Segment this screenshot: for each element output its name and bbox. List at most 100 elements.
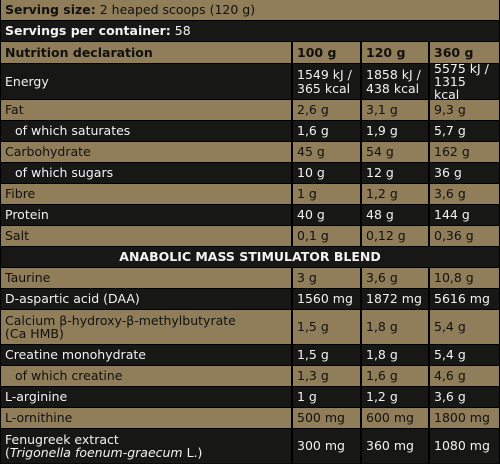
table-row: Protein 40 g 48 g 144 g [1, 205, 499, 226]
row-label: Fat [1, 100, 293, 120]
energy-120g: 1858 kJ / 438 kcal [362, 64, 430, 99]
row-value-360g: 1800 mg [430, 408, 499, 428]
row-label: Carbohydrate [1, 142, 293, 162]
row-value-100g: 10 g [293, 163, 362, 183]
row-value-120g: 3,1 g [362, 100, 430, 120]
blend-title: ANABOLIC MASS STIMULATOR BLEND [1, 247, 499, 267]
fenugreek-paren-close: L.) [182, 445, 203, 460]
table-row: of which saturates 1,6 g 1,9 g 5,7 g [1, 121, 499, 142]
header-120g: 120 g [362, 42, 430, 63]
table-row: D-aspartic acid (DAA) 1560 mg 1872 mg 56… [1, 289, 499, 310]
table-row: L-arginine 1 g 1,2 g 3,6 g [1, 387, 499, 408]
row-value-360g: 3,6 g [430, 184, 499, 204]
energy-120g-kcal: 438 kcal [366, 80, 420, 96]
header-360g: 360 g [430, 42, 499, 63]
servings-per-container-row: Servings per container: 58 [1, 21, 499, 42]
table-row: Fat 2,6 g 3,1 g 9,3 g [1, 100, 499, 121]
row-value-120g: 48 g [362, 205, 430, 225]
row-value-100g: 0,1 g [293, 226, 362, 246]
row-label: Fibre [1, 184, 293, 204]
row-value-360g: 9,3 g [430, 100, 499, 120]
energy-100g-kj: 1549 kJ / [297, 67, 352, 83]
row-value-360g: 162 g [430, 142, 499, 162]
row-value-100g: 500 mg [293, 408, 362, 428]
energy-360g-kcal: 1315 kcal [434, 73, 466, 103]
row-value-120g: 1,2 g [362, 184, 430, 204]
hmb-name-line2: (Ca HMB) [5, 326, 64, 341]
header-nutrition-declaration: Nutrition declaration [1, 42, 293, 63]
table-row: Creatine monohydrate 1,5 g 1,8 g 5,4 g [1, 345, 499, 366]
table-row: Fenugreek extract (Trigonella foenum-gra… [1, 429, 499, 463]
row-value-100g: 45 g [293, 142, 362, 162]
row-value-120g: 1,2 g [362, 387, 430, 407]
energy-row: Energy 1549 kJ / 365 kcal 1858 kJ / 438 … [1, 60, 499, 103]
table-row: Carbohydrate 45 g 54 g 162 g [1, 142, 499, 163]
table-row: L-ornithine 500 mg 600 mg 1800 mg [1, 408, 499, 429]
energy-360g-kj: 5575 kJ / [434, 60, 489, 76]
row-value-100g: 1,6 g [293, 121, 362, 141]
hmb-name-line1: Calcium β-hydroxy-β-methylbutyrate [5, 312, 236, 328]
row-value-120g: 1872 mg [362, 289, 430, 309]
row-value-120g: 54 g [362, 142, 430, 162]
row-value-120g: 3,6 g [362, 268, 430, 288]
row-value-100g: 1,3 g [293, 366, 362, 386]
row-value-360g: 3,6 g [430, 387, 499, 407]
row-value-100g: 3 g [293, 268, 362, 288]
row-value-120g: 1,9 g [362, 121, 430, 141]
table-row: of which sugars 10 g 12 g 36 g [1, 163, 499, 184]
row-value-360g: 0,36 g [430, 226, 499, 246]
row-label: Calcium β-hydroxy-β-methylbutyrate (Ca H… [1, 310, 293, 344]
row-value-120g: 1,8 g [362, 310, 430, 344]
row-label: Creatine monohydrate [1, 345, 293, 365]
row-value-100g: 1,5 g [293, 345, 362, 365]
energy-360g: 5575 kJ / 1315 kcal [430, 60, 499, 103]
row-value-360g: 5,4 g [430, 310, 499, 344]
serving-size-value: 2 heaped scoops (120 g) [99, 2, 256, 18]
header-100g: 100 g [293, 42, 362, 63]
serving-size-label: Serving size: [5, 2, 96, 18]
energy-120g-kj: 1858 kJ / [366, 67, 421, 83]
row-value-120g: 360 mg [362, 429, 430, 463]
row-value-100g: 1,5 g [293, 310, 362, 344]
table-row: Taurine 3 g 3,6 g 10,8 g [1, 268, 499, 289]
row-value-120g: 600 mg [362, 408, 430, 428]
row-value-100g: 1 g [293, 184, 362, 204]
row-value-100g: 2,6 g [293, 100, 362, 120]
servings-per-container-label: Servings per container: [5, 23, 171, 39]
row-value-100g: 300 mg [293, 429, 362, 463]
fenugreek-name-line1: Fenugreek extract [5, 431, 119, 447]
row-value-360g: 10,8 g [430, 268, 499, 288]
servings-per-container-cell: Servings per container: 58 [1, 21, 499, 41]
row-value-120g: 1,8 g [362, 345, 430, 365]
row-label: of which sugars [1, 163, 293, 183]
row-value-100g: 40 g [293, 205, 362, 225]
row-value-100g: 1560 mg [293, 289, 362, 309]
energy-label: Energy [1, 64, 293, 99]
row-value-120g: 0,12 g [362, 226, 430, 246]
row-label: L-arginine [1, 387, 293, 407]
servings-per-container-value: 58 [174, 23, 191, 39]
fenugreek-name-line2: (Trigonella foenum-graecum L.) [5, 446, 202, 459]
serving-size-row: Serving size: 2 heaped scoops (120 g) [1, 0, 499, 21]
row-value-100g: 1 g [293, 387, 362, 407]
row-value-360g: 144 g [430, 205, 499, 225]
row-value-360g: 4,6 g [430, 366, 499, 386]
serving-size-cell: Serving size: 2 heaped scoops (120 g) [1, 0, 499, 20]
row-label: L-ornithine [1, 408, 293, 428]
row-label: Fenugreek extract (Trigonella foenum-gra… [1, 429, 293, 463]
blend-title-row: ANABOLIC MASS STIMULATOR BLEND [1, 247, 499, 268]
row-label: Protein [1, 205, 293, 225]
row-label: Salt [1, 226, 293, 246]
table-header: Nutrition declaration 100 g 120 g 360 g [1, 42, 499, 64]
row-value-360g: 1080 mg [430, 429, 499, 463]
row-label: D-aspartic acid (DAA) [1, 289, 293, 309]
row-value-360g: 5,7 g [430, 121, 499, 141]
row-label: Taurine [1, 268, 293, 288]
row-value-120g: 12 g [362, 163, 430, 183]
row-value-360g: 5616 mg [430, 289, 499, 309]
energy-100g: 1549 kJ / 365 kcal [293, 64, 362, 99]
fenugreek-paren-open: ( [5, 445, 10, 460]
row-value-360g: 36 g [430, 163, 499, 183]
table-row: of which creatine 1,3 g 1,6 g 4,6 g [1, 366, 499, 387]
